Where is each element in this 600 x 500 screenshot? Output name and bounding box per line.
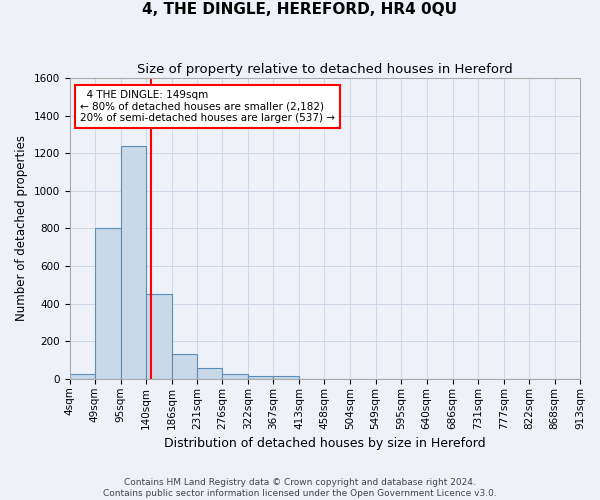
Bar (222, 374, 248, 379)
Bar (248, 376, 274, 379)
Text: 4 THE DINGLE: 149sqm
← 80% of detached houses are smaller (2,182)
20% of semi-de: 4 THE DINGLE: 149sqm ← 80% of detached h… (80, 90, 335, 124)
Bar (146, 294, 172, 379)
Title: Size of property relative to detached houses in Hereford: Size of property relative to detached ho… (137, 62, 512, 76)
Bar (121, 146, 146, 379)
X-axis label: Distribution of detached houses by size in Hereford: Distribution of detached houses by size … (164, 437, 485, 450)
Text: Contains HM Land Registry data © Crown copyright and database right 2024.
Contai: Contains HM Land Registry data © Crown c… (103, 478, 497, 498)
Text: 4, THE DINGLE, HEREFORD, HR4 0QU: 4, THE DINGLE, HEREFORD, HR4 0QU (143, 2, 458, 18)
Bar (197, 368, 222, 379)
Bar (95, 228, 121, 379)
Bar (274, 376, 299, 379)
Y-axis label: Number of detached properties: Number of detached properties (15, 136, 28, 322)
Bar (172, 354, 197, 379)
Bar (70, 374, 95, 379)
